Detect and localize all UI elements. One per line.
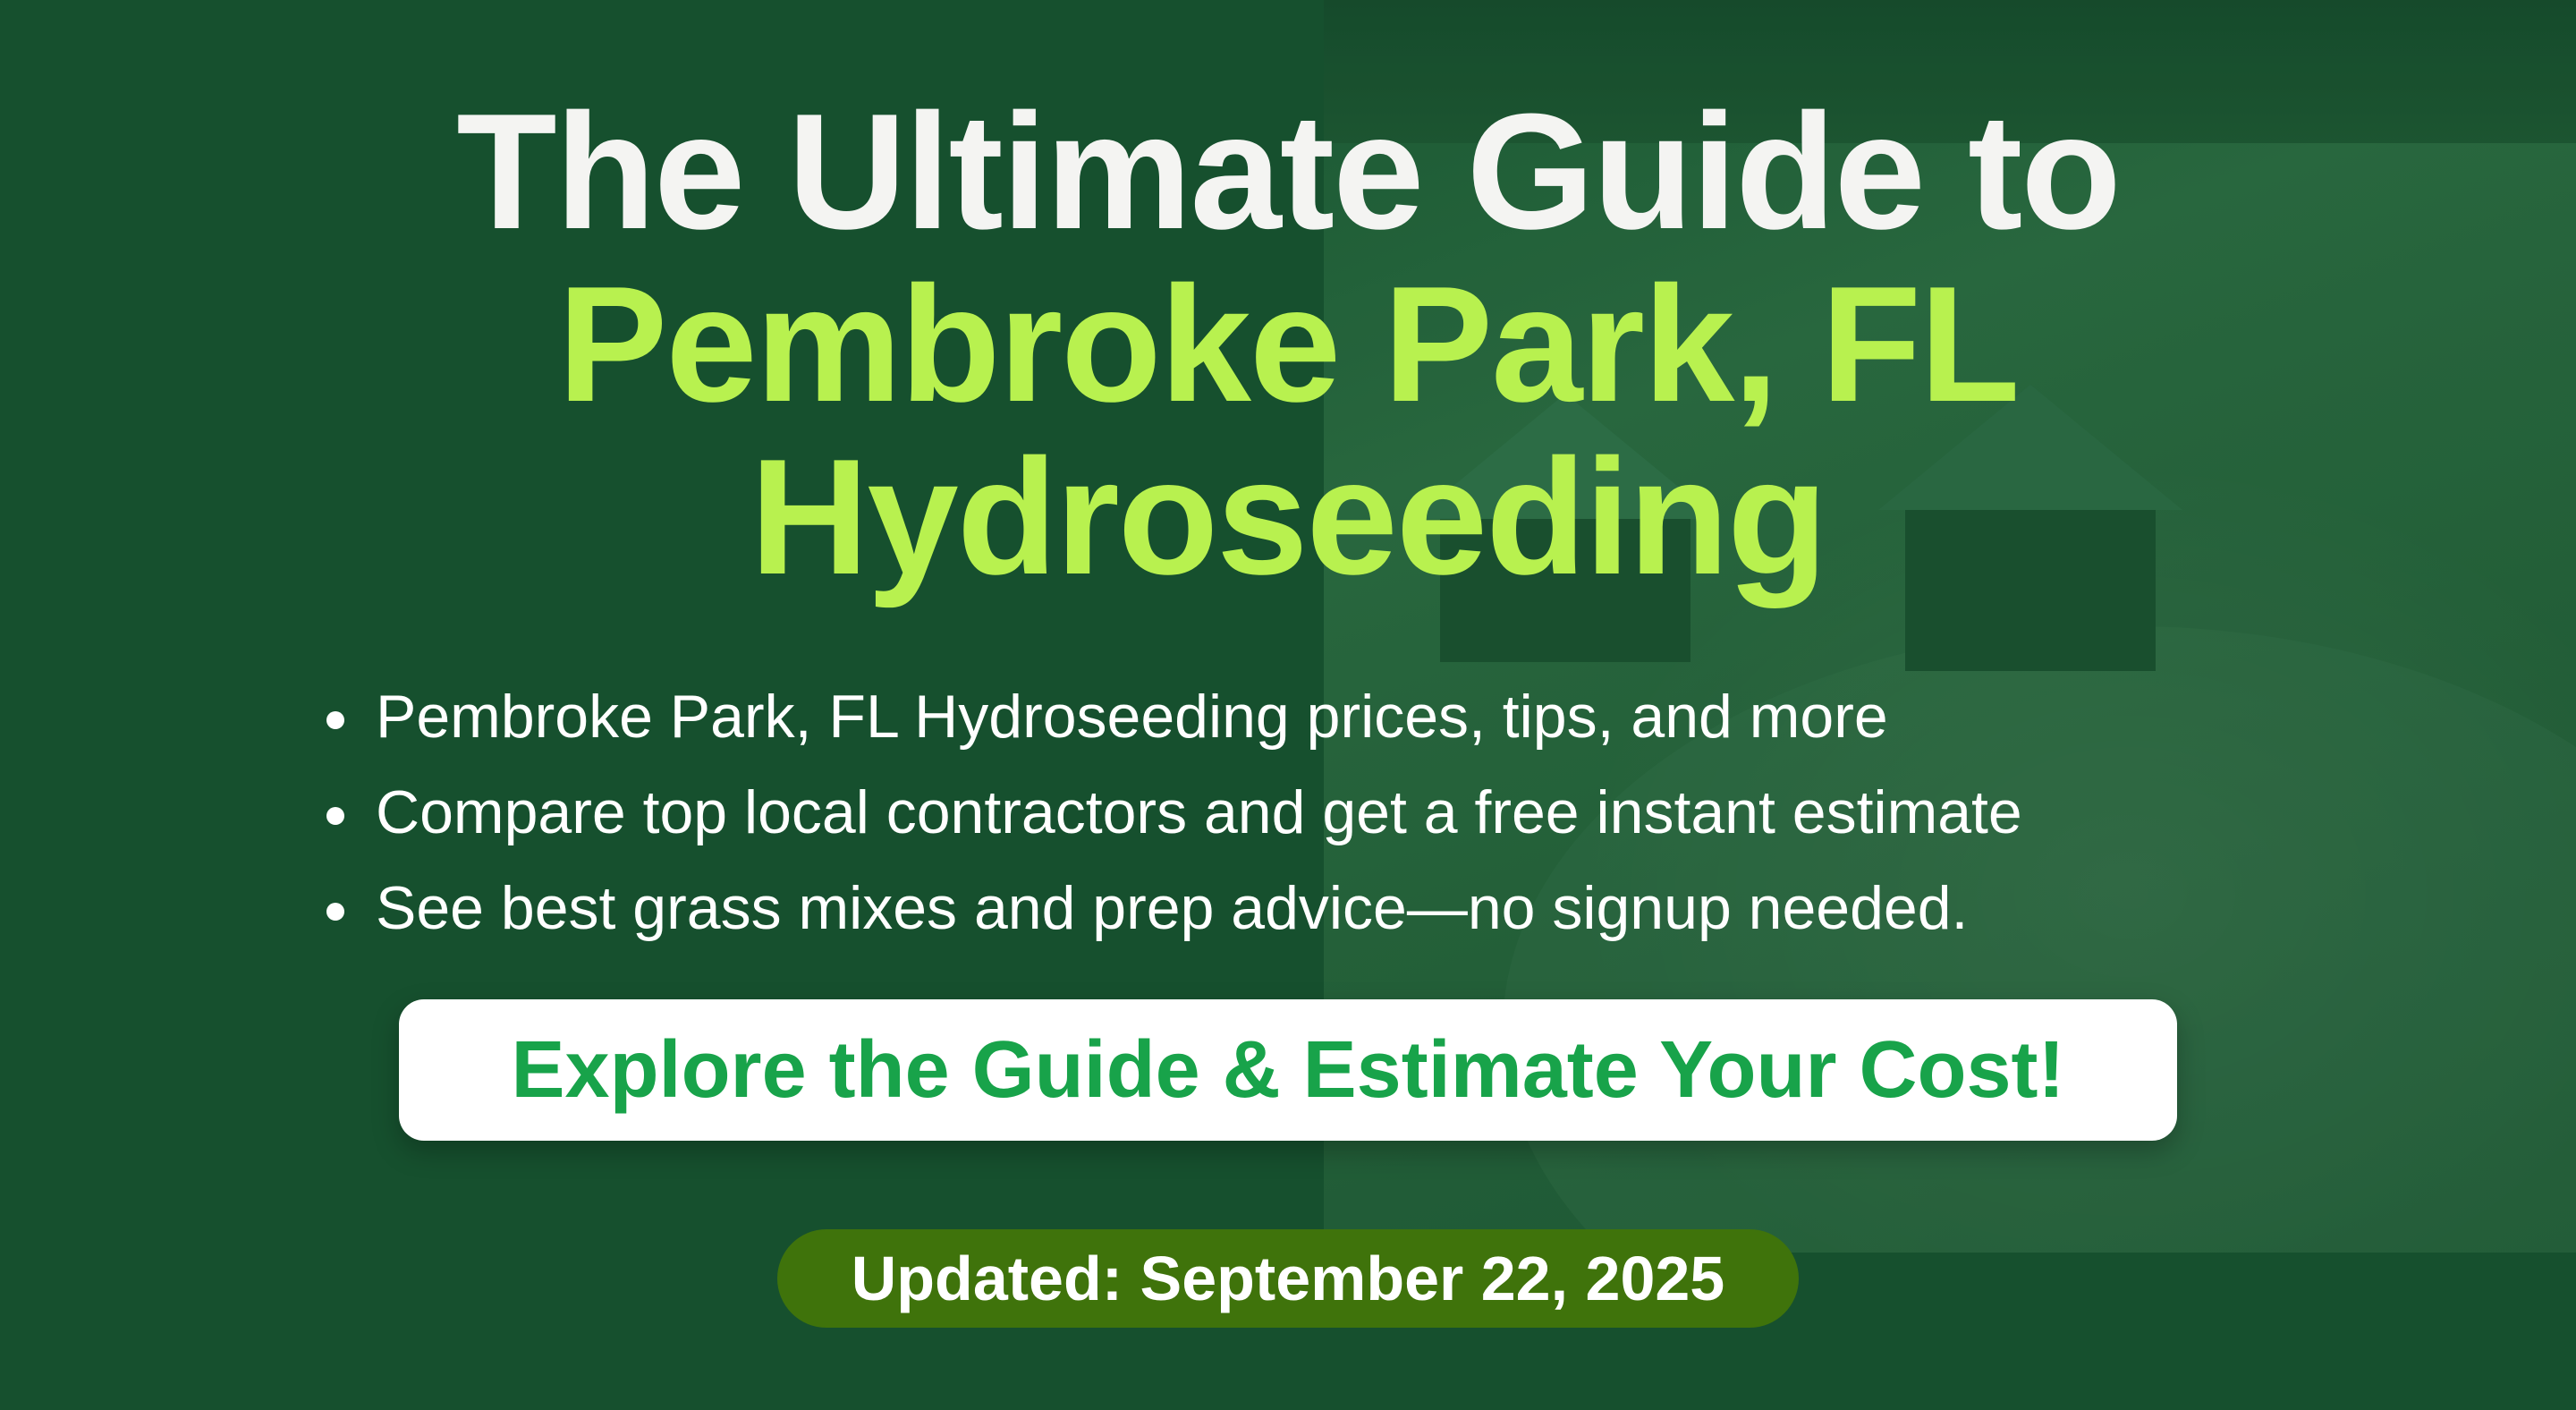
house	[1905, 510, 2156, 671]
feature-list: Pembroke Park, FL Hydroseeding prices, t…	[322, 669, 2022, 956]
tree-line	[1324, 0, 2576, 143]
feature-item: Compare top local contractors and get a …	[322, 765, 2022, 861]
house	[1440, 519, 1690, 662]
feature-item: Pembroke Park, FL Hydroseeding prices, t…	[322, 669, 2022, 765]
updated-date-badge: Updated: September 22, 2025	[777, 1229, 1799, 1328]
feature-item: See best grass mixes and prep advice—no …	[322, 861, 2022, 956]
house-roof	[1413, 394, 1717, 519]
title-line-1: The Ultimate Guide to	[456, 79, 2121, 263]
title-line-3: Hydroseeding	[750, 424, 1828, 608]
explore-guide-button[interactable]: Explore the Guide & Estimate Your Cost!	[399, 999, 2177, 1141]
house-roof	[1878, 385, 2182, 510]
title-line-2: Pembroke Park, FL	[557, 251, 2021, 436]
